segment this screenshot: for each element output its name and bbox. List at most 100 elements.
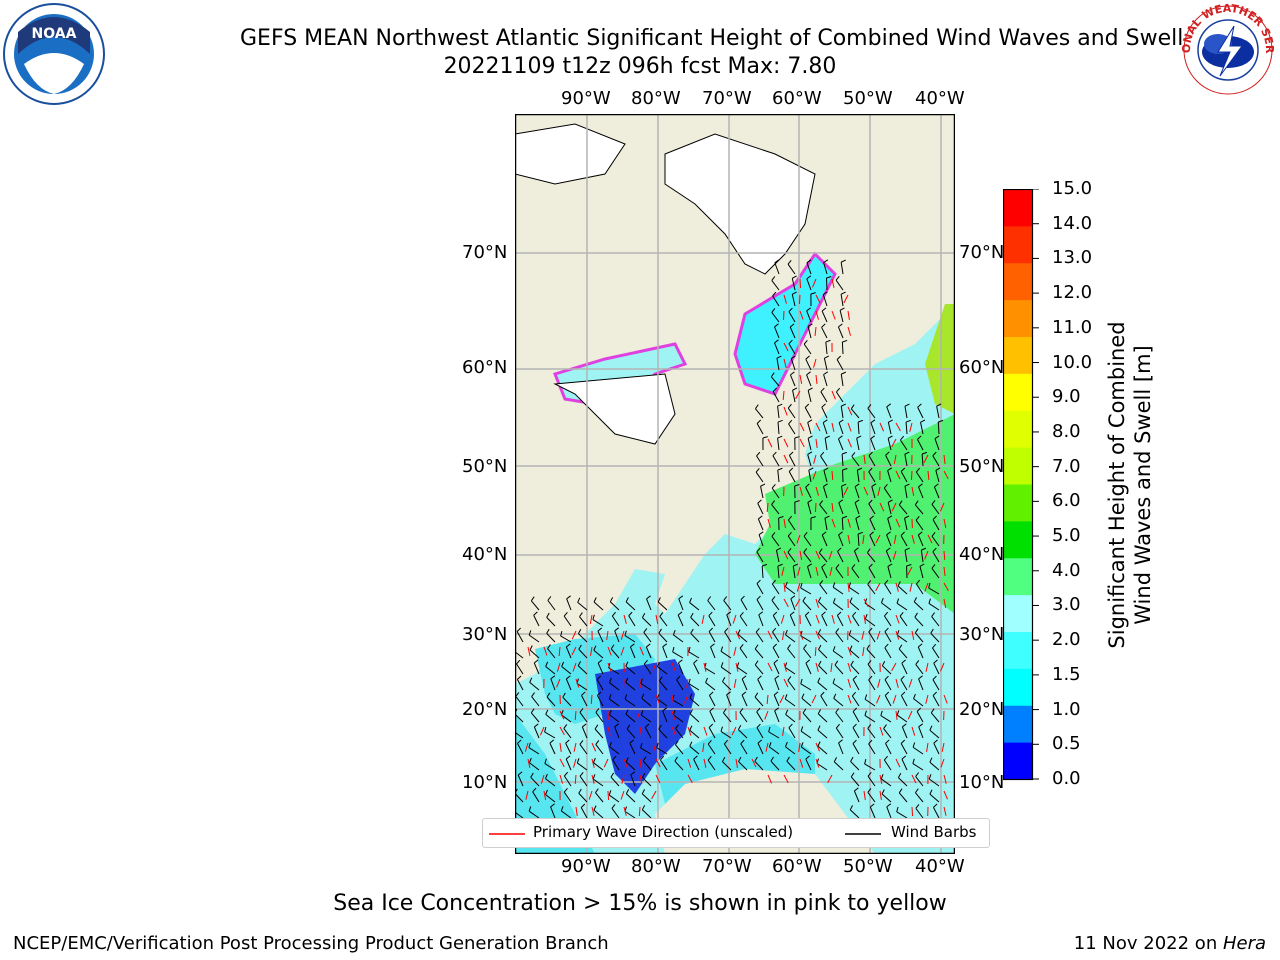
wave-direction-arrow: [815, 662, 819, 672]
wind-barb: [772, 615, 780, 627]
wind-barb-flag: [933, 739, 938, 744]
wind-barb-flag: [740, 739, 745, 745]
wave-direction-arrow: [683, 694, 689, 704]
wind-barb-flag: [807, 323, 813, 327]
wave-direction-arrow: [843, 294, 849, 304]
wind-barb-flag: [662, 643, 668, 648]
wind-barb: [756, 455, 764, 467]
wind-barb-flag: [918, 483, 923, 488]
wind-barb: [881, 793, 892, 803]
wind-barb: [688, 651, 700, 659]
wind-barb-flag: [772, 387, 777, 392]
wind-barb: [868, 567, 876, 579]
wind-barb: [770, 760, 780, 771]
wind-barb: [868, 679, 876, 691]
wind-barb-flag: [705, 677, 708, 683]
wind-barb: [657, 698, 668, 707]
wind-barb: [868, 455, 876, 467]
wind-barb: [836, 359, 844, 371]
wind-barb: [662, 710, 668, 723]
wind-barb: [885, 455, 892, 467]
wind-barb: [624, 810, 636, 819]
wind-barb-flag: [592, 614, 595, 620]
wind-barb-flag: [854, 483, 860, 488]
wind-barb-flag: [777, 467, 783, 471]
colorbar-swatch: [1003, 705, 1033, 743]
wind-barb: [913, 601, 924, 611]
noaa-logo: NOAA: [3, 3, 105, 105]
wind-barb: [641, 809, 652, 819]
wind-barb-flag: [739, 611, 744, 617]
wind-barb-flag: [609, 741, 612, 747]
wind-barb: [545, 794, 556, 803]
wind-barb: [630, 774, 636, 787]
lon-label-bottom: 80°W: [631, 856, 681, 877]
wind-barb-flag: [839, 307, 845, 311]
wind-barb-flag: [755, 404, 759, 409]
wind-barb: [915, 583, 924, 595]
wave-direction-arrow: [815, 614, 820, 624]
wind-barb: [915, 776, 924, 787]
wind-barb-flag: [904, 451, 910, 455]
wind-barb: [800, 587, 812, 595]
wind-barb: [852, 727, 860, 739]
wind-barb-flag: [737, 725, 742, 730]
wind-barb-flag: [849, 597, 853, 603]
wind-barb: [867, 728, 876, 739]
wind-barb-flag: [915, 660, 920, 665]
wind-barb-flag: [820, 387, 825, 393]
wave-direction-arrow: [892, 550, 897, 560]
wind-barb-flag: [625, 757, 629, 763]
wind-barb: [593, 649, 604, 659]
wave-direction-arrow: [861, 630, 865, 640]
wind-barbs-legend-line: [845, 833, 881, 835]
wind-barb: [864, 698, 876, 707]
wind-barb: [917, 407, 924, 419]
wind-barb-flag: [771, 276, 776, 281]
wind-barb-flag: [904, 515, 910, 519]
wind-barb: [904, 486, 908, 499]
wave-direction-arrow: [927, 470, 930, 481]
wind-barb: [722, 712, 732, 723]
wind-barb-flag: [756, 547, 761, 553]
wind-barb-flag: [707, 739, 712, 745]
wind-barb: [880, 715, 892, 723]
wind-barb: [918, 726, 924, 739]
wind-barb: [787, 519, 796, 531]
wave-direction-arrow: [831, 518, 836, 528]
wind-barb-flag: [756, 451, 761, 457]
footer-host: Hera: [1222, 933, 1266, 954]
wind-barb-flag: [721, 756, 726, 762]
wind-barb-flag: [787, 403, 792, 409]
wind-barb-flag: [757, 739, 763, 744]
wind-barb: [740, 743, 748, 755]
wind-barb: [531, 696, 540, 707]
wave-direction-arrow: [766, 694, 769, 705]
wind-barb: [820, 391, 828, 403]
wind-barb: [824, 518, 828, 531]
wind-barb-flag: [838, 739, 843, 744]
wind-barb: [678, 598, 684, 611]
wind-barb-flag: [804, 403, 810, 408]
wind-barb: [850, 408, 860, 419]
wind-barb: [915, 471, 924, 483]
wind-barb-flag: [788, 307, 793, 313]
wind-barb: [928, 778, 940, 787]
wave-direction-arrow: [879, 726, 884, 736]
wind-barb-flag: [918, 675, 923, 680]
wind-barb: [517, 743, 524, 755]
wind-barb-flag: [854, 787, 859, 792]
wind-barb: [676, 679, 684, 691]
wind-barb: [825, 342, 828, 355]
wave-direction-arrow: [767, 630, 773, 640]
wind-barb-flag: [901, 659, 906, 664]
wind-barb-flag: [912, 758, 915, 764]
wave-direction-arrow: [559, 758, 565, 768]
wind-barb-flag: [884, 611, 889, 617]
wind-barb: [609, 714, 620, 723]
wind-barb: [707, 743, 716, 755]
wind-barb: [662, 646, 668, 659]
wave-direction-arrow: [735, 630, 741, 640]
wind-barb-flag: [658, 628, 662, 634]
highest-wave-zone: [925, 304, 955, 414]
